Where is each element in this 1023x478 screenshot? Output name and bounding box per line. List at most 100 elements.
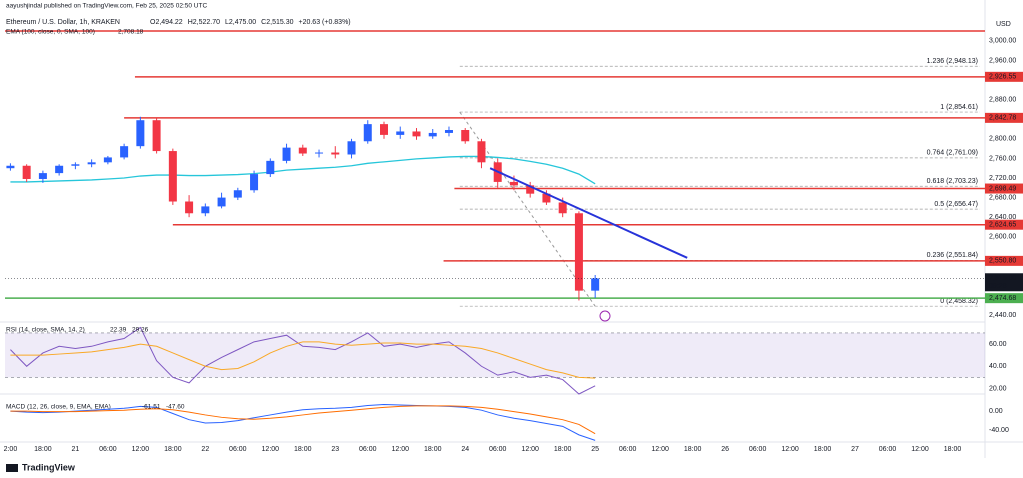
candle-body <box>201 206 210 214</box>
price-tag-label: 2,842.78 <box>989 115 1016 122</box>
quote-value: H2,522.70 <box>188 19 220 26</box>
x-tick-label: 26 <box>721 446 729 453</box>
rsi-line <box>10 326 596 395</box>
price-tag <box>985 293 1023 304</box>
y-tick-label: 2,600.00 <box>989 234 1016 241</box>
symbol: Ethereum / U.S. Dollar, 1h, KRAKEN <box>6 19 120 26</box>
rsi-name: RSI (14, close, SMA, 14, 2) <box>6 327 85 334</box>
candle-body <box>591 278 600 291</box>
candle-body <box>38 173 47 179</box>
ema-line <box>10 155 596 185</box>
x-tick-label: 12:00 <box>132 446 150 453</box>
x-tick-label: 06:00 <box>749 446 767 453</box>
x-tick-label: 06:00 <box>879 446 897 453</box>
quote-value: +20.63 (+0.83%) <box>298 19 350 26</box>
x-tick-label: 06:00 <box>99 446 117 453</box>
x-tick-label: 12:00 <box>911 446 929 453</box>
rsi-band <box>5 332 985 378</box>
rsi-tick-label: 60.00 <box>989 341 1007 348</box>
price-tag-label: 2,624.65 <box>989 222 1016 229</box>
x-tick-label: 06:00 <box>229 446 247 453</box>
countdown: 09:28 <box>989 283 1007 290</box>
candle-body <box>103 157 112 163</box>
footer-logo: TradingView <box>22 462 76 472</box>
price-tag <box>985 219 1023 230</box>
candle-body <box>363 124 372 142</box>
rsi-line <box>10 341 596 379</box>
x-tick-label: 18:00 <box>944 446 962 453</box>
x-tick-label: 22 <box>201 446 209 453</box>
x-tick-label: 18:00 <box>684 446 702 453</box>
y-tick-label: 2,440.00 <box>989 312 1016 319</box>
y-tick-label: 2,680.00 <box>989 194 1016 201</box>
macd-line <box>10 405 596 435</box>
fib-label: 0.5 (2,656.47) <box>934 201 978 208</box>
rsi-tick-label: 40.00 <box>989 363 1007 370</box>
candle-body <box>233 190 242 198</box>
event-icon <box>599 310 611 322</box>
candle-body <box>152 120 161 152</box>
candle-body <box>461 130 470 142</box>
y-tick-label: 2,760.00 <box>989 155 1016 162</box>
x-tick-label: 06:00 <box>619 446 637 453</box>
quote-value: C2,515.30 <box>261 19 293 26</box>
candle-body <box>266 160 275 175</box>
candle-body <box>477 141 486 163</box>
last-price-tag <box>985 273 1023 292</box>
x-tick-label: 12:00 <box>262 446 280 453</box>
fib-label: 0.618 (2,703.23) <box>927 178 978 185</box>
candle-body <box>22 165 31 179</box>
x-tick-label: 18:00 <box>554 446 572 453</box>
candle-body <box>217 197 226 207</box>
candle-body <box>444 130 453 133</box>
price-tag-label: 2,550.80 <box>989 258 1016 265</box>
x-tick-label: 06:00 <box>359 446 377 453</box>
candle-body <box>396 131 405 135</box>
candle-body <box>542 193 551 203</box>
y-tick-label: 2,720.00 <box>989 175 1016 182</box>
fib-label: 0.764 (2,761.09) <box>927 150 978 157</box>
candle-body <box>282 147 291 161</box>
rsi-value: 22.39 <box>110 327 127 334</box>
x-tick-label: 12:00 <box>521 446 539 453</box>
price-tag <box>985 183 1023 194</box>
y-tick-label: 2,800.00 <box>989 136 1016 143</box>
x-tick-label: 27 <box>851 446 859 453</box>
ema-name: EMA (100, close, 0, SMA, 100) <box>6 29 95 36</box>
candle-body <box>168 151 177 202</box>
y-tick-label: 2,880.00 <box>989 96 1016 103</box>
candle-body <box>428 132 437 137</box>
price-tag-label: 2,926.55 <box>989 74 1016 81</box>
currency: USD <box>996 21 1011 28</box>
candle-body <box>558 202 567 214</box>
candle-body <box>412 131 421 137</box>
candle-body <box>250 174 259 191</box>
macd-value: -47.60 <box>166 404 185 411</box>
fib-label: 0 (2,458.32) <box>940 298 978 305</box>
candle-body <box>55 165 64 174</box>
macd-line <box>10 403 596 441</box>
quote-value: O2,494.22 <box>150 19 183 26</box>
candle-body <box>71 164 80 166</box>
rsi-value: 29.26 <box>132 327 149 334</box>
candle-body <box>185 201 194 214</box>
y-tick-label: 2,640.00 <box>989 214 1016 221</box>
x-tick-label: 06:00 <box>489 446 507 453</box>
x-tick-label: 18:00 <box>424 446 442 453</box>
x-tick-label: 23 <box>331 446 339 453</box>
x-tick-label: 21 <box>71 446 79 453</box>
x-tick-label: 12:00 <box>651 446 669 453</box>
ema-value: 2,708.18 <box>118 29 144 36</box>
logo-icon <box>6 464 18 472</box>
y-tick-label: 2,960.00 <box>989 57 1016 64</box>
last-price-label: 2,515.30 <box>989 275 1016 282</box>
x-tick-label: 25 <box>591 446 599 453</box>
candle-body <box>526 185 535 194</box>
author: aayushjindal published on TradingView.co… <box>6 3 207 10</box>
macd-tick-label: -40.00 <box>989 427 1009 434</box>
price-tag <box>985 112 1023 123</box>
candle-body <box>380 124 389 135</box>
candle-body <box>298 147 307 154</box>
